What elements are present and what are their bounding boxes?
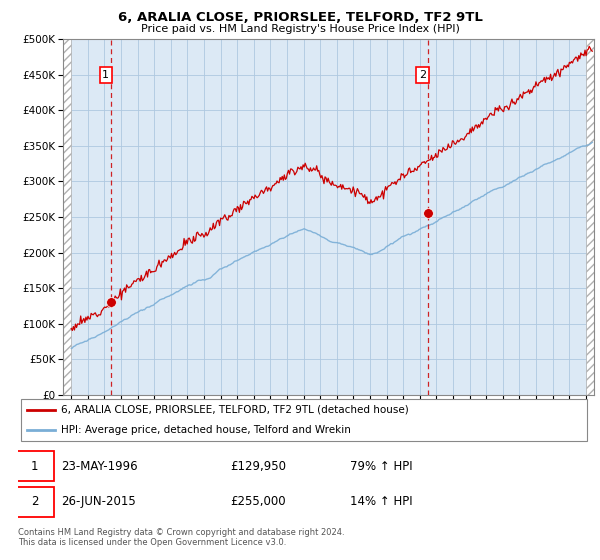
Text: £255,000: £255,000 [230, 495, 286, 508]
Text: £129,950: £129,950 [230, 460, 286, 473]
Text: 1: 1 [31, 460, 38, 473]
FancyBboxPatch shape [15, 487, 54, 517]
FancyBboxPatch shape [15, 451, 54, 481]
Text: 1: 1 [103, 70, 109, 80]
Text: 79% ↑ HPI: 79% ↑ HPI [350, 460, 413, 473]
Text: 6, ARALIA CLOSE, PRIORSLEE, TELFORD, TF2 9TL (detached house): 6, ARALIA CLOSE, PRIORSLEE, TELFORD, TF2… [61, 405, 409, 415]
Text: Contains HM Land Registry data © Crown copyright and database right 2024.
This d: Contains HM Land Registry data © Crown c… [18, 528, 344, 547]
Text: 2: 2 [419, 70, 427, 80]
Text: 6, ARALIA CLOSE, PRIORSLEE, TELFORD, TF2 9TL: 6, ARALIA CLOSE, PRIORSLEE, TELFORD, TF2… [118, 11, 482, 24]
Text: 2: 2 [31, 495, 38, 508]
Text: HPI: Average price, detached house, Telford and Wrekin: HPI: Average price, detached house, Telf… [61, 425, 351, 435]
FancyBboxPatch shape [21, 399, 587, 441]
Bar [586, 39, 594, 395]
Text: 26-JUN-2015: 26-JUN-2015 [61, 495, 136, 508]
Text: Price paid vs. HM Land Registry's House Price Index (HPI): Price paid vs. HM Land Registry's House … [140, 24, 460, 34]
Text: 14% ↑ HPI: 14% ↑ HPI [350, 495, 413, 508]
Text: 23-MAY-1996: 23-MAY-1996 [61, 460, 137, 473]
Bar [63, 39, 71, 395]
